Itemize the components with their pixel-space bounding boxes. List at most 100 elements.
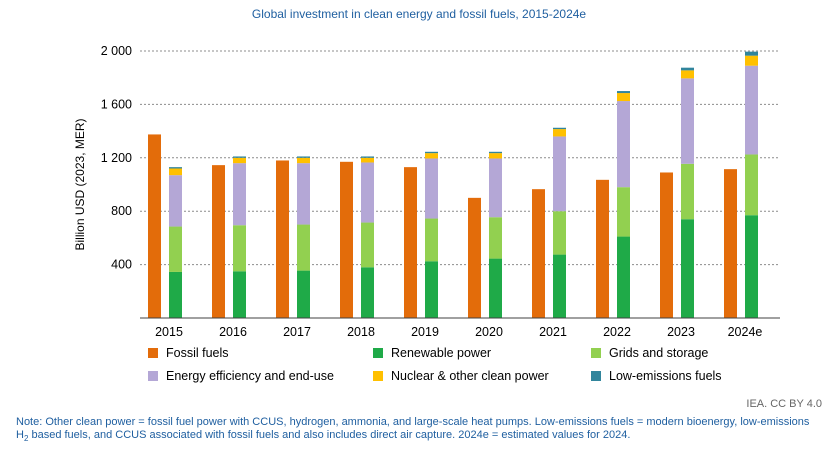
x-tick-label: 2020 bbox=[475, 325, 503, 339]
bar-segment-grids-and-storage bbox=[745, 154, 758, 216]
legend-label: Nuclear & other clean power bbox=[391, 369, 549, 383]
bar-segment-renewable-power bbox=[745, 215, 758, 318]
x-tick-label: 2021 bbox=[539, 325, 567, 339]
legend-label: Grids and storage bbox=[609, 346, 709, 360]
bar-segment-renewable-power bbox=[681, 219, 694, 318]
bar-segment-nuclear-other-clean-power bbox=[489, 153, 502, 159]
bar-segment-low-emissions-fuels bbox=[745, 51, 758, 56]
bar-segment-renewable-power bbox=[361, 267, 374, 318]
bar-segment-renewable-power bbox=[617, 236, 630, 318]
bar-segment-low-emissions-fuels bbox=[297, 156, 310, 158]
bar-segment-grids-and-storage bbox=[425, 218, 438, 262]
bar-segment-grids-and-storage bbox=[169, 226, 182, 272]
bar-fossil-fuels bbox=[660, 172, 673, 318]
y-tick-label: 1 200 bbox=[101, 151, 132, 165]
bar-fossil-fuels bbox=[724, 169, 737, 318]
legend-item-low-emissions-fuels: Low-emissions fuels bbox=[591, 369, 722, 383]
bar-segment-low-emissions-fuels bbox=[489, 151, 502, 154]
bar-fossil-fuels bbox=[596, 179, 609, 318]
bar-segment-low-emissions-fuels bbox=[681, 67, 694, 71]
bar-segment-energy-efficiency-and-end-use bbox=[297, 163, 310, 225]
legend-label: Renewable power bbox=[391, 346, 492, 360]
legend-swatch bbox=[148, 348, 158, 358]
bar-fossil-fuels bbox=[276, 160, 289, 318]
bar-fossil-fuels bbox=[404, 167, 417, 318]
bar-segment-low-emissions-fuels bbox=[425, 151, 438, 154]
bar-segment-energy-efficiency-and-end-use bbox=[169, 175, 182, 227]
legend-item-renewable-power: Renewable power bbox=[373, 346, 491, 360]
bar-segment-grids-and-storage bbox=[617, 187, 630, 237]
note-line-2: based fuels, and CCUS associated with fo… bbox=[28, 429, 631, 441]
bar-fossil-fuels bbox=[148, 134, 161, 318]
bar-segment-renewable-power bbox=[553, 254, 566, 318]
x-tick-label: 2017 bbox=[283, 325, 311, 339]
bar-segment-grids-and-storage bbox=[553, 211, 566, 255]
legend-label: Energy efficiency and end-use bbox=[166, 369, 334, 383]
x-tick-label: 2018 bbox=[347, 325, 375, 339]
bar-segment-nuclear-other-clean-power bbox=[681, 70, 694, 79]
bar-fossil-fuels bbox=[532, 189, 545, 318]
legend-swatch bbox=[591, 371, 601, 381]
bar-segment-energy-efficiency-and-end-use bbox=[233, 163, 246, 226]
chart-note: Note: Other clean power = fossil fuel po… bbox=[16, 416, 826, 445]
bar-segment-nuclear-other-clean-power bbox=[233, 157, 246, 164]
bar-fossil-fuels bbox=[468, 197, 481, 318]
legend-swatch bbox=[373, 348, 383, 358]
legend-item-energy-efficiency: Energy efficiency and end-use bbox=[148, 369, 334, 383]
chart-title: Global investment in clean energy and fo… bbox=[251, 7, 587, 21]
bar-segment-nuclear-other-clean-power bbox=[297, 157, 310, 164]
note-subscript: 2 bbox=[23, 434, 29, 444]
bar-segment-grids-and-storage bbox=[297, 224, 310, 271]
bar-segment-nuclear-other-clean-power bbox=[745, 55, 758, 66]
note-line-1: Note: Other clean power = fossil fuel po… bbox=[16, 416, 810, 428]
bar-segment-renewable-power bbox=[233, 271, 246, 318]
legend-item-nuclear-other-clean: Nuclear & other clean power bbox=[373, 369, 549, 383]
source-credit: IEA. CC BY 4.0 bbox=[746, 398, 822, 410]
note-h: H bbox=[16, 429, 24, 441]
bar-segment-grids-and-storage bbox=[489, 217, 502, 259]
bar-segment-low-emissions-fuels bbox=[169, 167, 182, 169]
x-tick-label: 2015 bbox=[155, 325, 183, 339]
legend-swatch bbox=[148, 371, 158, 381]
bar-segment-low-emissions-fuels bbox=[617, 91, 630, 94]
bar-segment-nuclear-other-clean-power bbox=[425, 153, 438, 159]
y-tick-label: 800 bbox=[111, 204, 132, 218]
bar-segment-low-emissions-fuels bbox=[361, 156, 374, 158]
x-tick-label: 2024e bbox=[728, 325, 763, 339]
bar-fossil-fuels bbox=[340, 161, 353, 318]
bar-segment-energy-efficiency-and-end-use bbox=[361, 162, 374, 223]
bar-segment-energy-efficiency-and-end-use bbox=[553, 136, 566, 212]
bar-segment-grids-and-storage bbox=[233, 225, 246, 272]
bar-segment-energy-efficiency-and-end-use bbox=[489, 158, 502, 218]
x-tick-label: 2022 bbox=[603, 325, 631, 339]
bar-segment-energy-efficiency-and-end-use bbox=[681, 78, 694, 164]
bar-segment-grids-and-storage bbox=[681, 163, 694, 220]
bar-segment-renewable-power bbox=[169, 271, 182, 318]
x-tick-label: 2023 bbox=[667, 325, 695, 339]
legend-label: Low-emissions fuels bbox=[609, 369, 722, 383]
legend-swatch bbox=[373, 371, 383, 381]
y-tick-label: 1 600 bbox=[101, 97, 132, 111]
bar-segment-renewable-power bbox=[425, 261, 438, 318]
x-tick-label: 2016 bbox=[219, 325, 247, 339]
bar-segment-low-emissions-fuels bbox=[553, 127, 566, 130]
bar-segment-nuclear-other-clean-power bbox=[617, 93, 630, 102]
bar-segment-renewable-power bbox=[489, 258, 502, 318]
bar-segment-low-emissions-fuels bbox=[233, 156, 246, 158]
legend-item-fossil-fuels: Fossil fuels bbox=[148, 346, 229, 360]
y-axis-title: Billion USD (2023, MER) bbox=[73, 118, 87, 250]
bar-segment-energy-efficiency-and-end-use bbox=[617, 101, 630, 188]
bar-segment-nuclear-other-clean-power bbox=[361, 157, 374, 163]
bar-segment-nuclear-other-clean-power bbox=[553, 129, 566, 137]
bar-segment-energy-efficiency-and-end-use bbox=[425, 158, 438, 219]
x-tick-label: 2019 bbox=[411, 325, 439, 339]
bar-segment-renewable-power bbox=[297, 270, 310, 318]
bar-segment-nuclear-other-clean-power bbox=[169, 168, 182, 176]
bar-fossil-fuels bbox=[212, 165, 225, 318]
legend-label: Fossil fuels bbox=[166, 346, 229, 360]
y-tick-label: 2 000 bbox=[101, 44, 132, 58]
y-tick-label: 400 bbox=[111, 258, 132, 272]
legend-swatch bbox=[591, 348, 601, 358]
bar-segment-energy-efficiency-and-end-use bbox=[745, 65, 758, 155]
